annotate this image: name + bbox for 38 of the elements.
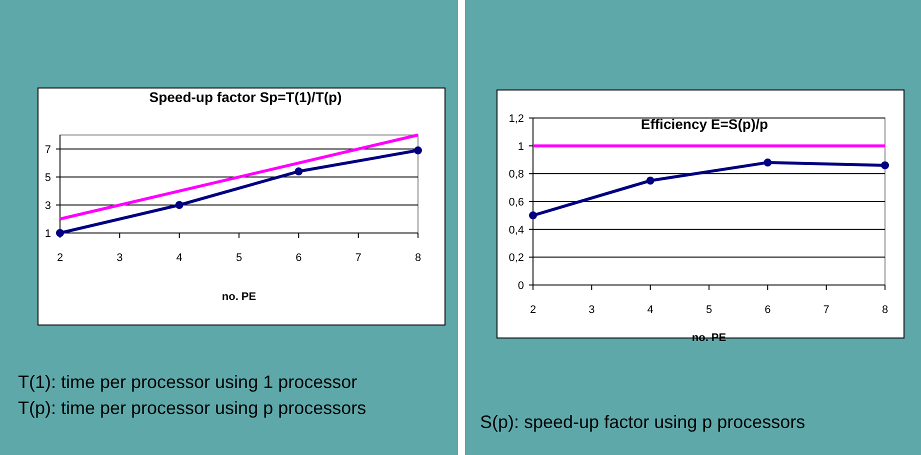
y-tick-label: 1,2 — [508, 113, 524, 125]
x-tick-label: 7 — [355, 252, 362, 264]
x-tick-label: 3 — [588, 304, 595, 316]
point — [414, 146, 422, 154]
point — [764, 158, 772, 167]
x-tick-label: 2 — [56, 252, 64, 264]
point — [881, 161, 889, 170]
y-tick-label: 0,8 — [508, 168, 524, 181]
x-tick-label: 8 — [414, 252, 422, 264]
x-tick-label: 6 — [764, 304, 771, 316]
x-tick-label: 2 — [530, 304, 536, 316]
y-tick-label: 3 — [44, 200, 51, 212]
y-tick-label: 1 — [518, 140, 524, 153]
point — [175, 201, 184, 209]
x-tick-label: 4 — [176, 252, 182, 264]
chart-title: Speed-up factor Sp=T(1)/T(p) — [149, 89, 342, 105]
y-tick-label: 0 — [518, 280, 524, 292]
y-tick-label: 0,6 — [508, 196, 524, 208]
x-tick-label: 7 — [823, 304, 830, 316]
x-tick-label: 3 — [116, 252, 123, 264]
x-tick-label: 5 — [706, 304, 712, 316]
y-tick-label: 5 — [44, 172, 51, 184]
y-tick-label: 7 — [44, 144, 51, 156]
chart-title: Efficiency E=S(p)/p — [640, 116, 768, 132]
x-axis-title: no. PE — [222, 291, 256, 303]
text: S(p): speed-up factor using p processors — [480, 412, 806, 432]
point — [646, 176, 654, 185]
x-tick-label: 4 — [647, 304, 654, 316]
text: T(1): time per processor using 1 processor — [18, 372, 358, 392]
point — [529, 211, 537, 220]
text: T(p): time per processor using p processors — [18, 398, 366, 418]
x-tick-label: 5 — [236, 252, 242, 264]
y-tick-label: 1 — [44, 228, 51, 240]
point — [294, 167, 303, 176]
x-tick-label: 6 — [296, 252, 302, 264]
y-tick-label: 0,2 — [508, 252, 524, 264]
x-tick-label: 8 — [882, 304, 888, 316]
y-tick-label: 0,4 — [508, 224, 524, 236]
